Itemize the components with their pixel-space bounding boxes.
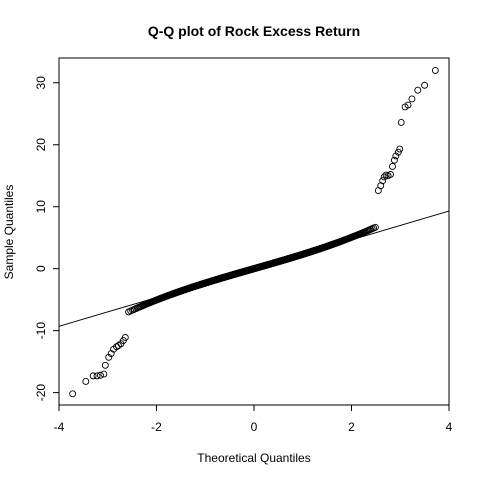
qq-point-1506 [389, 163, 395, 169]
qq-point-1484 [70, 391, 76, 397]
x-tick-label-3: 2 [348, 420, 355, 434]
y-tick-label-4: 20 [34, 138, 48, 152]
qq-point-1516 [422, 82, 428, 88]
qq-point-1490 [102, 362, 108, 368]
qq-point-1485 [83, 378, 89, 384]
qq-point-1489 [101, 371, 107, 377]
plot-frame [59, 58, 449, 405]
y-tick-label-5: 30 [34, 76, 48, 90]
x-tick-label-2: 0 [251, 420, 258, 434]
y-tick-label-2: 0 [34, 265, 48, 272]
y-axis-label: Sample Quantiles [2, 185, 16, 280]
qq-points [70, 67, 439, 396]
x-axis-label: Theoretical Quantiles [197, 451, 310, 465]
x-tick-label-4: 4 [446, 420, 453, 434]
qq-point-1514 [409, 96, 415, 102]
x-tick-label-1: -2 [151, 420, 162, 434]
qq-point-1501 [380, 178, 386, 184]
qq-point-1515 [415, 87, 421, 93]
y-tick-label-1: -10 [34, 322, 48, 340]
chart-title: Q-Q plot of Rock Excess Return [148, 23, 360, 39]
qq-point-1517 [432, 67, 438, 73]
qq-point-1488 [97, 372, 103, 378]
y-tick-label-3: 10 [34, 200, 48, 214]
x-tick-label-0: -4 [54, 420, 65, 434]
y-tick-label-0: -20 [34, 384, 48, 402]
qq-point-1511 [398, 119, 404, 125]
